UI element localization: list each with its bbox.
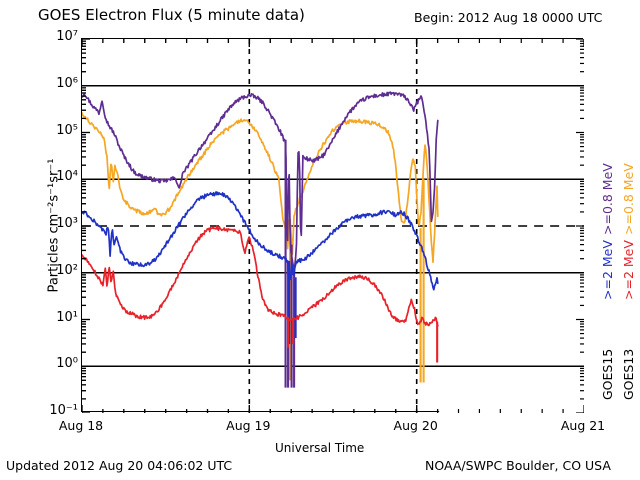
y-tick-label: 10¹ xyxy=(56,309,78,325)
legend-entry-2: >=2 MeV xyxy=(621,240,636,300)
page-title: GOES Electron Flux (5 minute data) xyxy=(38,6,305,24)
legend-entry-0.8: >=0.8 MeV xyxy=(621,163,636,235)
axis-ticks xyxy=(82,39,584,413)
x-axis-label: Universal Time xyxy=(275,441,365,455)
y-tick-label: 10² xyxy=(56,262,78,278)
y-tick-label: 10⁶ xyxy=(56,75,78,91)
y-tick-label: 10⁷ xyxy=(56,29,78,44)
begin-time-label: Begin: 2012 Aug 18 0000 UTC xyxy=(414,10,603,25)
y-tick-label: 10⁻¹ xyxy=(49,403,78,418)
legend-column-goes15: GOES15 >=2 MeV >=0.8 MeV xyxy=(586,0,615,480)
series-line xyxy=(82,91,439,268)
x-tick-label: Aug 21 xyxy=(560,418,606,433)
series-line xyxy=(82,191,439,291)
updated-timestamp: Updated 2012 Aug 20 04:06:02 UTC xyxy=(6,458,233,473)
y-tick-label: 10⁰ xyxy=(56,356,78,372)
y-tick-label: 10⁴ xyxy=(56,169,78,185)
legend-satellite-label: GOES13 xyxy=(621,348,636,400)
source-attribution: NOAA/SWPC Boulder, CO USA xyxy=(425,458,611,473)
y-tick-label: 10³ xyxy=(56,216,78,231)
no-data-region xyxy=(439,39,584,413)
y-tick-label: 10⁵ xyxy=(56,122,78,138)
x-tick-label: Aug 20 xyxy=(393,418,438,433)
legend-column-goes13: GOES13 >=2 MeV >=0.8 MeV xyxy=(607,0,636,480)
series-line xyxy=(82,225,439,327)
y-axis-tick-labels: 10⁷ 10⁶ 10⁵ 10⁴ 10³ 10² 10¹ 10⁰ 10⁻¹ xyxy=(22,0,78,480)
series-line xyxy=(82,112,439,264)
series-legend: GOES15 >=2 MeV >=0.8 MeV GOES13 >=2 MeV >=0.8… xyxy=(586,0,640,480)
x-tick-label: Aug 19 xyxy=(226,418,271,433)
plot-canvas xyxy=(82,39,584,413)
x-tick-label: Aug 18 xyxy=(58,418,104,433)
plot-area xyxy=(81,38,584,413)
